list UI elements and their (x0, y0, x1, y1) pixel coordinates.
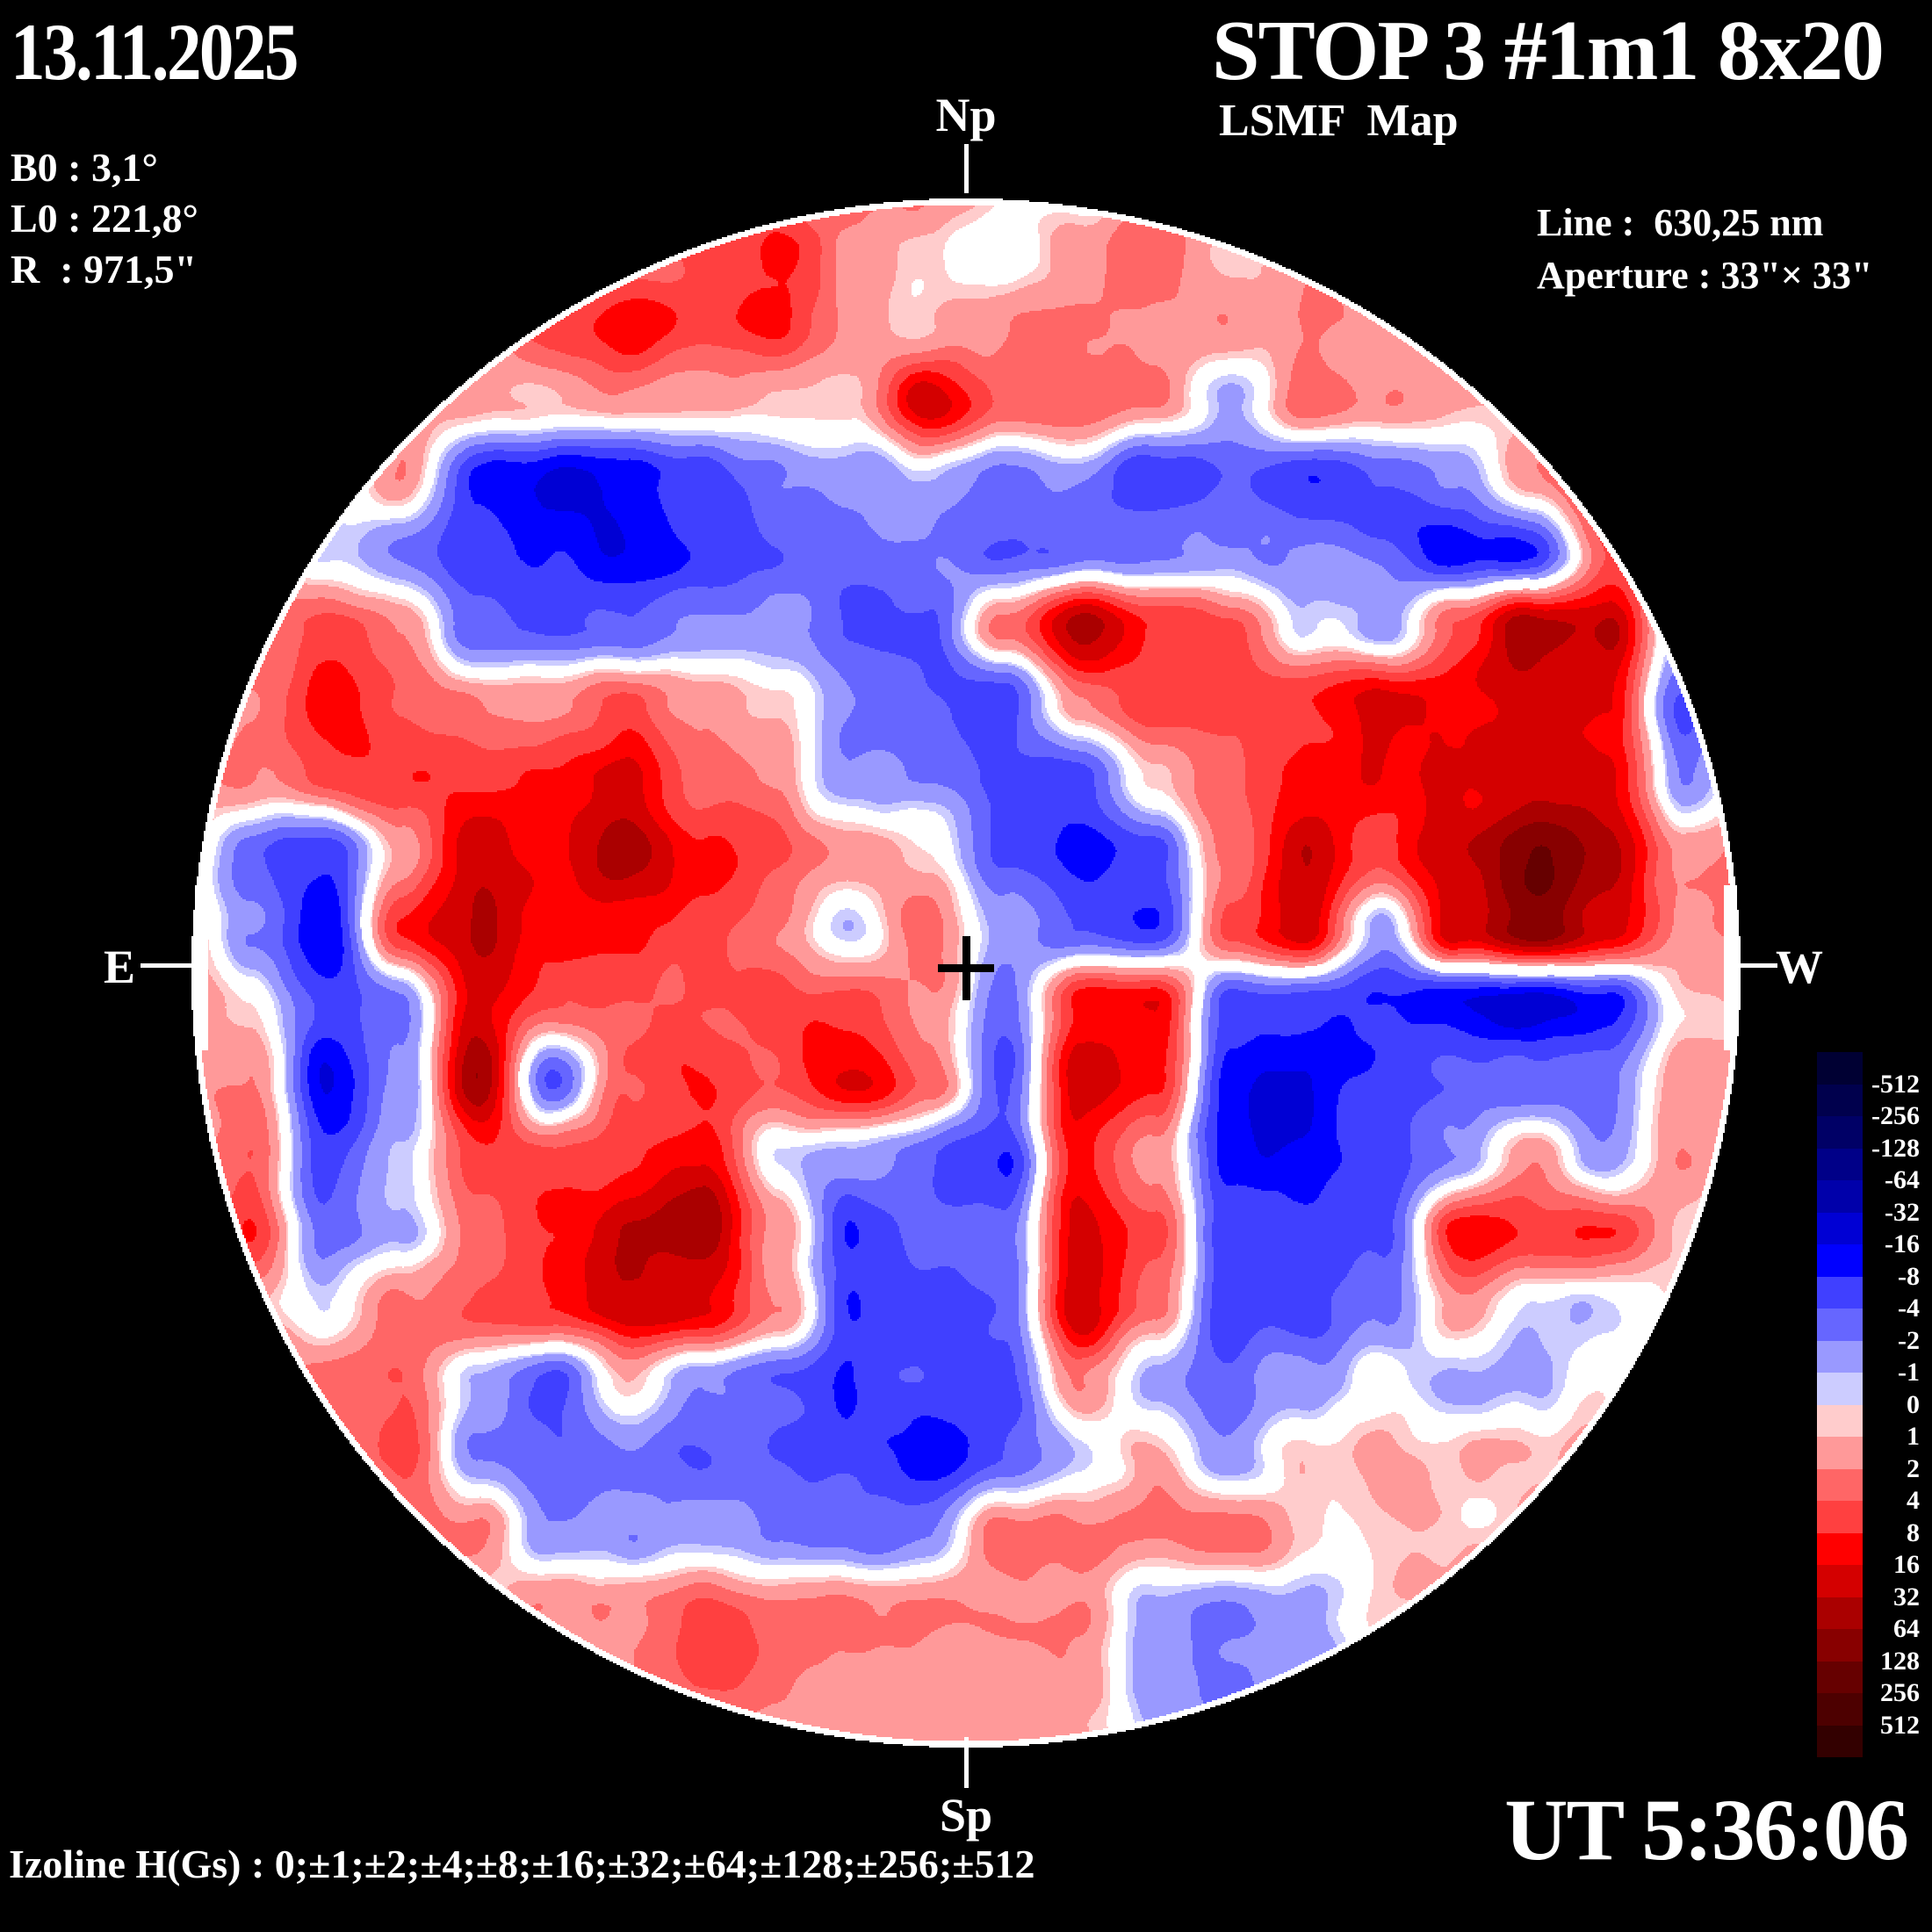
colorbar-segment (1817, 1340, 1863, 1373)
colorbar-segment (1817, 1180, 1863, 1213)
b0-angle: B0 : 3,1° (11, 145, 158, 190)
page-title: STOP 3 #1m1 8x20 (1212, 4, 1885, 98)
south-tick-mark (964, 1737, 969, 1788)
east-tick-mark (141, 963, 195, 968)
observation-date: 13.11.2025 (11, 7, 299, 97)
colorbar-segment (1817, 1532, 1863, 1565)
colorbar-label: 0 (1907, 1389, 1920, 1419)
colorbar-label: -16 (1885, 1229, 1920, 1258)
colorbar-segment (1817, 1373, 1863, 1405)
colorbar-label: 64 (1893, 1614, 1920, 1643)
colorbar-label: -4 (1898, 1294, 1920, 1323)
west-tick-mark (1737, 963, 1777, 968)
izoline-levels-caption: Izoline H(Gs) : 0;±1;±2;±4;±8;±16;±32;±6… (9, 1842, 1035, 1886)
colorbar-segment (1817, 1501, 1863, 1533)
colorbar-label: -64 (1885, 1165, 1920, 1194)
colorbar-segment (1817, 1116, 1863, 1149)
colorbar-segment (1817, 1244, 1863, 1277)
colorbar-segment (1817, 1308, 1863, 1341)
east-limb-marker (195, 885, 208, 1050)
colorbar-segment (1817, 1437, 1863, 1469)
south-pole-label: Sp (939, 1789, 993, 1842)
colorbar-label: 512 (1880, 1710, 1920, 1740)
colorbar-label: 2 (1907, 1453, 1920, 1483)
solar-radius: R : 971,5" (11, 247, 198, 292)
colorbar-label: 256 (1880, 1678, 1920, 1707)
colorbar-label: 1 (1907, 1422, 1920, 1451)
colorbar-label: -2 (1898, 1325, 1920, 1355)
disk-center-cross (962, 936, 970, 1000)
colorbar-segment (1817, 1629, 1863, 1662)
colorbar-segment (1817, 1404, 1863, 1437)
colorbar-label: -1 (1898, 1358, 1920, 1387)
colorbar-label: -128 (1871, 1133, 1920, 1163)
colorbar-segment (1817, 1725, 1863, 1757)
colorbar-label: -256 (1871, 1101, 1920, 1130)
colorbar-segment (1817, 1052, 1863, 1085)
field-strength-colorbar (1817, 1052, 1863, 1757)
l0-angle: L0 : 221,8° (11, 196, 198, 241)
map-type-subtitle: LSMF Map (1219, 96, 1459, 146)
colorbar-segment (1817, 1597, 1863, 1629)
colorbar-label: 128 (1880, 1646, 1920, 1676)
colorbar-label: -512 (1871, 1069, 1920, 1099)
east-label: E (104, 941, 136, 993)
colorbar-label: -32 (1885, 1197, 1920, 1227)
colorbar-segment (1817, 1468, 1863, 1501)
north-tick-mark (964, 144, 969, 193)
north-pole-label: Np (935, 89, 997, 141)
colorbar-segment (1817, 1693, 1863, 1726)
colorbar-scale-labels: -512 -256 -128 -64 -32 -16 -8 -4 -2 -1 0 1 2 4 8 16 32 64… (1864, 1052, 1920, 1757)
colorbar-label: 32 (1893, 1582, 1920, 1611)
colorbar-segment (1817, 1565, 1863, 1597)
universal-time: UT 5:36:06 (1504, 1781, 1909, 1878)
colorbar-label: 8 (1907, 1517, 1920, 1547)
colorbar-segment (1817, 1276, 1863, 1308)
colorbar-segment (1817, 1084, 1863, 1116)
colorbar-label: 16 (1893, 1550, 1920, 1579)
west-label: W (1776, 941, 1823, 993)
colorbar-label: 4 (1907, 1486, 1920, 1515)
colorbar-segment (1817, 1661, 1863, 1693)
colorbar-label: -8 (1898, 1261, 1920, 1291)
west-limb-marker (1724, 885, 1737, 1050)
colorbar-segment (1817, 1212, 1863, 1244)
colorbar-segment (1817, 1148, 1863, 1180)
